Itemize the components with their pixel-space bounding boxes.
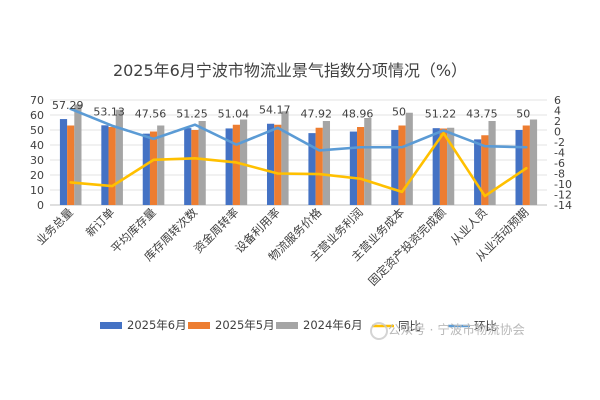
- bar: [488, 121, 496, 205]
- legend-label: 2025年6月: [127, 318, 187, 332]
- data-label: 50: [392, 106, 406, 119]
- data-label: 51.25: [176, 108, 208, 121]
- legend-label: 环比: [474, 319, 497, 333]
- right-tick-label: 4: [554, 105, 561, 118]
- bar: [515, 130, 523, 205]
- bar: [108, 127, 116, 205]
- bar: [59, 119, 68, 205]
- bar: [239, 119, 248, 205]
- right-tick-label: -10: [554, 178, 572, 191]
- legend-label: 2025年5月: [215, 318, 275, 332]
- series-line: [69, 107, 528, 152]
- bar: [184, 128, 192, 205]
- left-axis-ticks: 0 10 20 30 40 50 60 70: [30, 94, 44, 212]
- bar: [157, 125, 165, 205]
- right-tick-label: -4: [554, 147, 565, 160]
- left-tick-label: 30: [30, 154, 44, 167]
- data-label: 47.56: [135, 108, 167, 121]
- legend-swatch: [276, 322, 298, 329]
- bar: [322, 121, 331, 205]
- data-label: 50: [516, 108, 530, 121]
- bar: [232, 124, 240, 205]
- bar: [142, 133, 150, 205]
- left-tick-label: 20: [30, 169, 44, 182]
- bar: [447, 127, 455, 205]
- data-label: 48.96: [342, 108, 374, 121]
- bar: [74, 104, 82, 205]
- bar: [115, 109, 123, 205]
- bar: [225, 128, 233, 205]
- right-tick-label: 2: [554, 115, 561, 128]
- data-label: 53.13: [93, 105, 125, 118]
- right-tick-label: -8: [554, 168, 565, 181]
- right-tick-label: 6: [554, 94, 561, 107]
- bar: [439, 128, 448, 205]
- data-label: 47.92: [300, 108, 332, 121]
- bar: [522, 125, 530, 205]
- left-tick-label: 40: [30, 139, 44, 152]
- data-label: 51.22: [425, 108, 457, 121]
- data-label: 54.17: [259, 104, 291, 117]
- right-tick-label: -6: [554, 157, 565, 170]
- left-tick-label: 70: [30, 94, 44, 107]
- bar: [308, 133, 316, 205]
- right-tick-label: 0: [554, 126, 561, 139]
- watermark-text: 公众号 · 宁波市物流协会: [388, 322, 525, 337]
- data-label: 57.29: [52, 99, 84, 112]
- bar: [67, 125, 75, 205]
- bar: [198, 121, 206, 205]
- bar: [481, 135, 489, 205]
- bar: [357, 127, 365, 205]
- bar: [281, 111, 289, 205]
- data-label: 43.75: [466, 108, 498, 121]
- series-line: [69, 131, 528, 198]
- bar: [398, 125, 406, 205]
- left-tick-label: 10: [30, 184, 44, 197]
- line-series: [69, 107, 528, 198]
- bar: [391, 130, 399, 205]
- bar-series: [59, 104, 538, 205]
- chart-title: 2025年6月宁波市物流业景气指数分项情况（%）: [113, 61, 467, 80]
- left-tick-label: 50: [30, 124, 44, 137]
- left-tick-label: 60: [30, 109, 44, 122]
- bar: [315, 127, 323, 205]
- bar: [405, 112, 413, 205]
- data-label: 51.04: [218, 108, 250, 121]
- data-labels: 57.29 53.13 47.56 51.25 51.04 54.17 47.92 48.96…: [52, 99, 530, 120]
- bar: [349, 131, 358, 205]
- bar: [364, 118, 372, 205]
- bar: [101, 125, 109, 205]
- legend-label: 同比: [398, 319, 421, 333]
- bar: [432, 128, 440, 205]
- bar: [191, 130, 199, 205]
- wechat-icon: [370, 322, 388, 340]
- legend-swatch: [100, 322, 122, 329]
- bar: [149, 131, 158, 205]
- right-tick-label: -14: [554, 199, 572, 212]
- right-tick-label: -12: [554, 189, 572, 202]
- legend: 2025年6月 2025年5月 2024年6月 同比 环比: [100, 318, 497, 333]
- bar: [274, 124, 282, 205]
- legend-swatch: [188, 322, 210, 329]
- bar: [529, 119, 538, 205]
- right-tick-label: -2: [554, 136, 565, 149]
- left-tick-label: 0: [37, 199, 44, 212]
- legend-label: 2024年6月: [303, 318, 363, 332]
- bar: [266, 123, 275, 205]
- bar: [474, 139, 482, 205]
